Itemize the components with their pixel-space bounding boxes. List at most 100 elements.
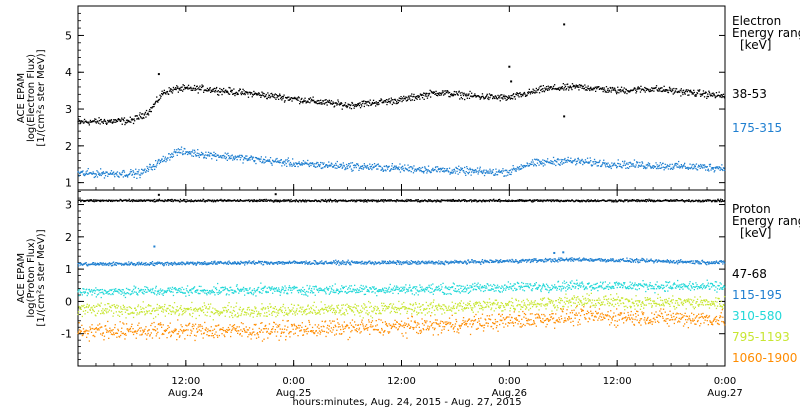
data-point: [483, 98, 485, 100]
data-point: [264, 161, 266, 163]
data-point: [395, 165, 397, 167]
data-point: [383, 201, 385, 203]
data-point: [176, 149, 178, 151]
data-point: [187, 88, 189, 90]
data-point: [651, 89, 653, 92]
data-point: [109, 199, 111, 201]
data-point: [432, 167, 434, 170]
data-point: [411, 263, 413, 265]
data-point: [503, 261, 506, 263]
data-point: [484, 97, 486, 99]
data-point: [531, 90, 533, 93]
data-point: [532, 88, 534, 90]
data-point: [180, 86, 182, 89]
data-point: [392, 262, 394, 264]
data-point: [178, 200, 180, 202]
data-point: [661, 90, 664, 93]
data-point: [387, 262, 389, 265]
data-point: [529, 261, 532, 264]
data-point: [523, 92, 525, 94]
data-point: [112, 121, 114, 123]
data-point: [506, 96, 508, 98]
data-point: [680, 164, 682, 166]
data-point: [334, 262, 336, 264]
data-point: [296, 99, 298, 101]
data-point: [440, 201, 442, 203]
data-point: [699, 165, 701, 168]
data-point: [563, 162, 565, 164]
data-point: [681, 90, 683, 92]
data-point: [190, 89, 192, 91]
data-point: [400, 96, 402, 98]
data-point: [441, 167, 443, 170]
data-point: [656, 89, 658, 91]
data-point: [383, 101, 385, 104]
data-point: [598, 161, 601, 163]
data-point: [294, 165, 296, 167]
data-point: [571, 88, 573, 91]
data-point: [221, 93, 223, 96]
data-point: [576, 160, 578, 162]
data-point: [268, 262, 270, 264]
data-point: [110, 199, 113, 201]
data-point: [386, 199, 389, 201]
data-point: [606, 260, 608, 263]
data-point: [443, 90, 445, 92]
data-point: [431, 91, 433, 93]
data-point: [577, 259, 579, 261]
data-point: [672, 93, 674, 95]
data-point: [131, 173, 134, 175]
data-point: [430, 262, 432, 264]
data-point: [290, 97, 293, 99]
data-point: [86, 173, 88, 175]
data-point: [359, 102, 361, 104]
data-point: [443, 263, 445, 265]
data-point: [365, 167, 368, 169]
data-point: [685, 90, 687, 92]
data-point: [672, 261, 674, 263]
data-point: [640, 199, 643, 201]
data-point: [337, 165, 339, 167]
data-point: [621, 167, 623, 169]
data-point: [470, 95, 472, 97]
data-point: [359, 199, 361, 201]
data-point: [482, 96, 485, 99]
data-point: [522, 166, 525, 169]
data-point: [322, 167, 324, 169]
data-point: [715, 167, 717, 170]
data-point: [541, 90, 543, 93]
data-point: [612, 164, 614, 167]
data-point: [166, 200, 168, 202]
data-point: [281, 95, 283, 98]
data-point: [330, 262, 332, 265]
data-point: [309, 102, 311, 104]
data-point: [313, 262, 315, 264]
data-point: [205, 262, 207, 264]
data-point: [473, 94, 475, 97]
data-point: [381, 199, 383, 201]
data-point: [586, 200, 589, 202]
data-point: [394, 261, 396, 264]
data-point: [398, 100, 400, 102]
data-point: [182, 90, 184, 92]
data-point: [143, 117, 145, 119]
data-point: [369, 99, 371, 101]
data-point: [296, 261, 298, 263]
data-point: [363, 167, 365, 169]
data-point: [672, 166, 674, 168]
data-point: [597, 199, 599, 201]
data-point: [203, 199, 205, 201]
data-point: [422, 94, 424, 96]
data-point: [495, 97, 498, 99]
data-point: [269, 96, 272, 98]
data-point: [645, 260, 647, 262]
data-point: [79, 199, 81, 201]
data-point: [276, 200, 278, 203]
data-point: [83, 118, 86, 121]
data-point: [137, 262, 139, 264]
data-point: [672, 199, 674, 201]
data-point: [535, 90, 537, 92]
data-point: [294, 262, 296, 264]
data-point: [308, 199, 310, 202]
data-point: [590, 258, 592, 260]
